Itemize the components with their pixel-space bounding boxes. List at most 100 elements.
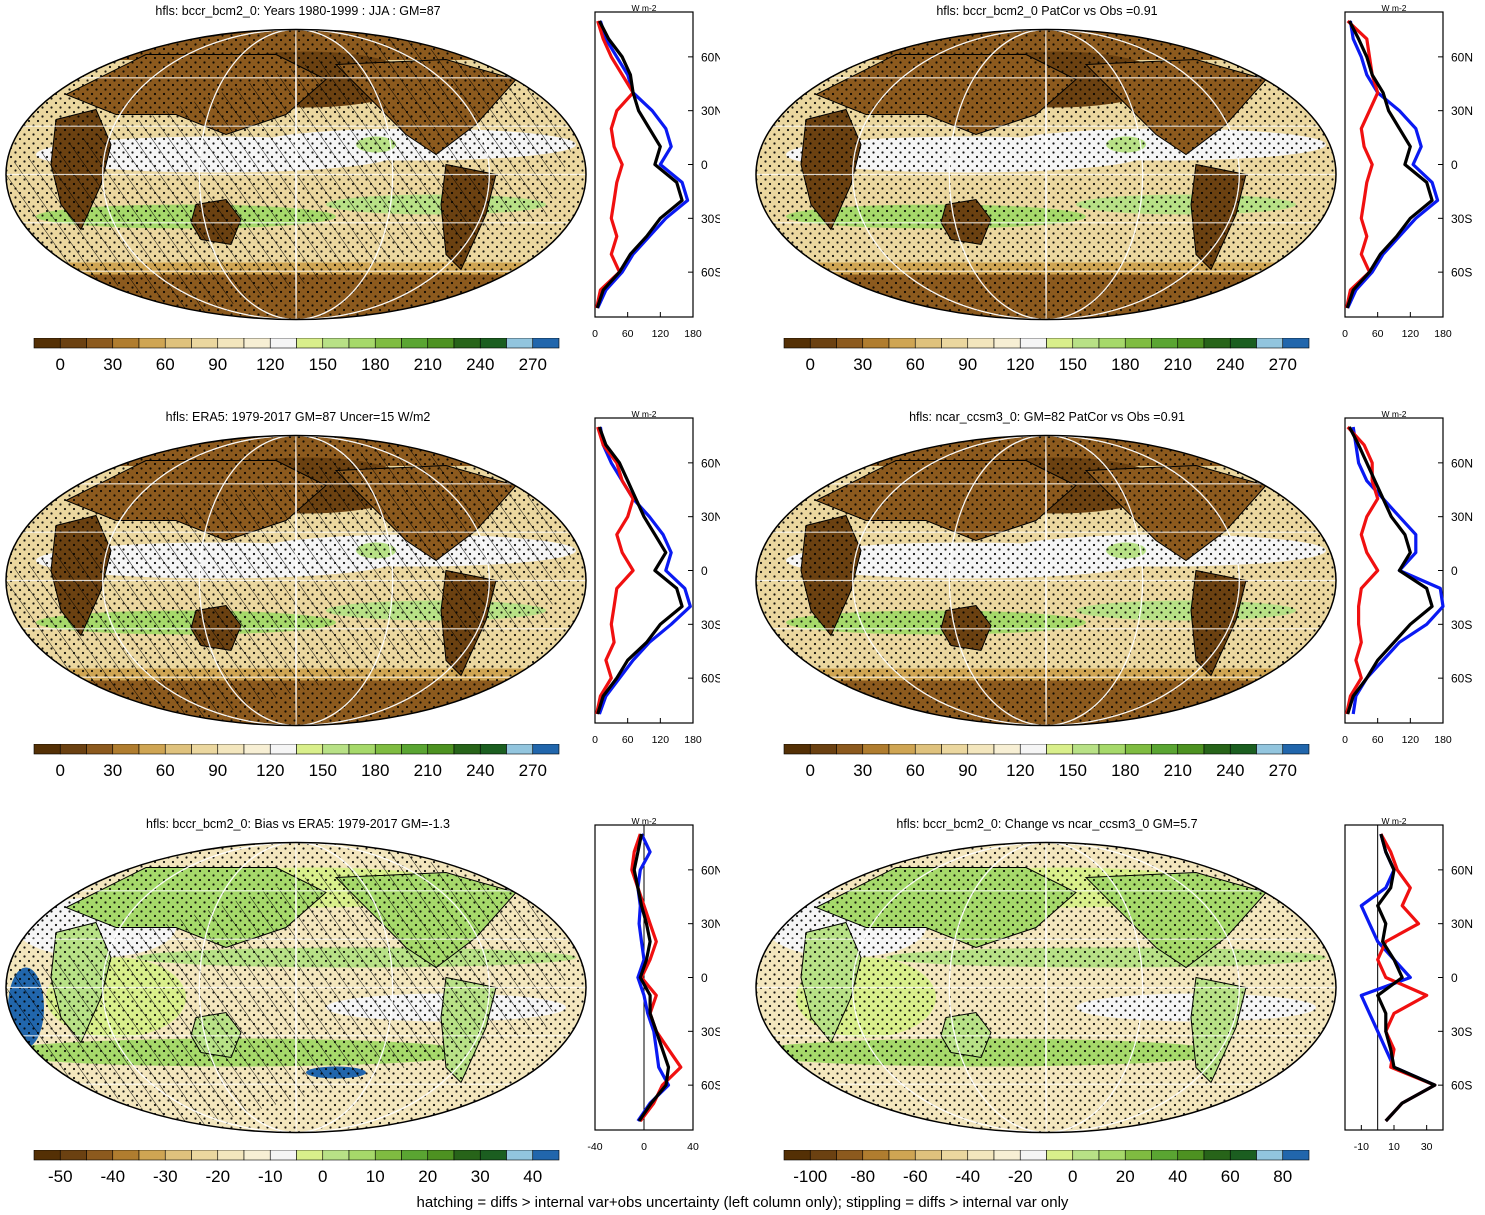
colorbar-swatch xyxy=(348,1150,376,1161)
profile-lat-label: 30N xyxy=(1451,104,1473,118)
profile-line-blue xyxy=(636,833,671,1122)
profile-lat-label: 60S xyxy=(701,266,720,280)
colorbar-swatch xyxy=(506,338,534,349)
footer-note: hatching = diffs > internal var+obs unce… xyxy=(416,1194,1069,1211)
colorbar-label: 20 xyxy=(418,1167,437,1186)
profile-line-blue xyxy=(596,20,690,309)
profile-line-blue xyxy=(1346,20,1440,309)
colorbar-swatch xyxy=(1282,744,1310,755)
profile-x-tick-label: 0 xyxy=(592,734,598,746)
colorbar-swatch xyxy=(269,744,297,755)
colorbar-swatch xyxy=(1256,744,1284,755)
colorbar-swatch xyxy=(1229,744,1257,755)
colorbar-label: 20 xyxy=(1116,1167,1135,1186)
profile-lat-label: 30N xyxy=(701,510,720,524)
colorbar-swatch xyxy=(243,1150,271,1161)
profile-lat-label: 60S xyxy=(1451,266,1472,280)
colorbar-swatch xyxy=(374,1150,402,1161)
colorbar-swatch xyxy=(1282,338,1310,349)
profile-line-red xyxy=(595,20,635,309)
profile-line-black xyxy=(596,426,684,715)
colorbar-label: 30 xyxy=(853,355,872,374)
colorbar-label: 60 xyxy=(156,761,175,780)
colorbar-swatch xyxy=(1151,1150,1179,1161)
profile-x-tick-label: 60 xyxy=(622,734,634,746)
profile-lat-label: 0 xyxy=(701,158,708,172)
panel-4-map xyxy=(755,434,1337,727)
colorbar-swatch xyxy=(296,744,324,755)
colorbar-swatch xyxy=(836,744,864,755)
colorbar-swatch xyxy=(1151,744,1179,755)
colorbar-swatch xyxy=(1124,1150,1152,1161)
profile-line-black xyxy=(595,20,684,309)
colorbar-swatch xyxy=(59,1150,87,1161)
colorbar-swatch xyxy=(243,338,271,349)
map-outline xyxy=(755,434,1337,727)
colorbar-label: 270 xyxy=(1269,761,1297,780)
colorbar-swatch xyxy=(453,744,481,755)
profile-lat-label: 30N xyxy=(1451,917,1473,931)
colorbar-swatch xyxy=(1229,338,1257,349)
colorbar-swatch xyxy=(506,1150,534,1161)
colorbar-swatch xyxy=(138,1150,166,1161)
panel-2-zonal-profile: W m-2 60N 30N 0 30S 60S 0 60 120 180 xyxy=(1342,3,1473,340)
map-outline xyxy=(755,841,1337,1134)
panel-6-map xyxy=(755,841,1337,1134)
colorbar-label: 120 xyxy=(256,355,284,374)
colorbar-label: 120 xyxy=(1006,761,1034,780)
colorbar-swatch xyxy=(888,744,916,755)
panel-3-map xyxy=(5,434,587,727)
colorbar-swatch xyxy=(1203,338,1231,349)
colorbar-swatch xyxy=(112,338,140,349)
panel-2-colorbar: 0306090120150180210240270300 xyxy=(783,338,1310,374)
colorbar-swatch xyxy=(138,338,166,349)
colorbar-swatch xyxy=(809,1150,837,1161)
colorbar-label: -80 xyxy=(850,1167,875,1186)
colorbar-label: 120 xyxy=(1006,355,1034,374)
colorbar-swatch xyxy=(1203,1150,1231,1161)
map-outline xyxy=(5,434,587,727)
colorbar-swatch xyxy=(862,338,890,349)
colorbar-swatch xyxy=(164,338,192,349)
colorbar-swatch xyxy=(993,338,1021,349)
profile-unit-label: W m-2 xyxy=(631,816,656,826)
colorbar-swatch xyxy=(479,1150,507,1161)
panel-6-title: hfls: bccr_bcm2_0: Change vs ncar_ccsm3_… xyxy=(896,817,1198,831)
colorbar-swatch xyxy=(59,744,87,755)
colorbar-swatch xyxy=(296,1150,324,1161)
profile-lat-label: 60S xyxy=(701,1079,720,1093)
colorbar-swatch xyxy=(401,744,429,755)
map-outline xyxy=(5,841,587,1134)
colorbar-label: -60 xyxy=(903,1167,928,1186)
colorbar-swatch xyxy=(322,744,350,755)
colorbar-swatch xyxy=(322,338,350,349)
colorbar-label: 60 xyxy=(1221,1167,1240,1186)
colorbar-swatch xyxy=(506,744,534,755)
colorbar-swatch xyxy=(862,1150,890,1161)
colorbar-swatch xyxy=(217,744,245,755)
colorbar-swatch xyxy=(1098,338,1126,349)
colorbar-swatch xyxy=(296,338,324,349)
colorbar-label: 80 xyxy=(1273,1167,1292,1186)
colorbar-label: 240 xyxy=(1216,355,1244,374)
colorbar-swatch xyxy=(59,338,87,349)
colorbar-label: 150 xyxy=(1059,355,1087,374)
profile-lat-label: 60S xyxy=(701,672,720,686)
profile-line-black xyxy=(1346,426,1434,715)
panel-4-zonal-profile: W m-2 60N 30N 0 30S 60S 0 60 120 180 xyxy=(1342,409,1473,746)
profile-lat-label: 60N xyxy=(701,456,720,470)
colorbar-swatch xyxy=(862,744,890,755)
colorbar-swatch xyxy=(783,338,811,349)
panel-6-colorbar: -100-80-60-40-20020406080100 xyxy=(783,1150,1310,1186)
profile-line-black xyxy=(632,833,671,1122)
colorbar-swatch xyxy=(453,338,481,349)
colorbar-swatch xyxy=(941,1150,969,1161)
map-outline xyxy=(755,28,1337,321)
colorbar-label: 60 xyxy=(156,355,175,374)
profile-x-tick-label: 40 xyxy=(687,1141,699,1153)
colorbar-swatch xyxy=(1072,744,1100,755)
profile-lat-label: 60N xyxy=(1451,456,1473,470)
colorbar-label: 40 xyxy=(523,1167,542,1186)
colorbar-swatch xyxy=(401,338,429,349)
colorbar-swatch xyxy=(348,744,376,755)
